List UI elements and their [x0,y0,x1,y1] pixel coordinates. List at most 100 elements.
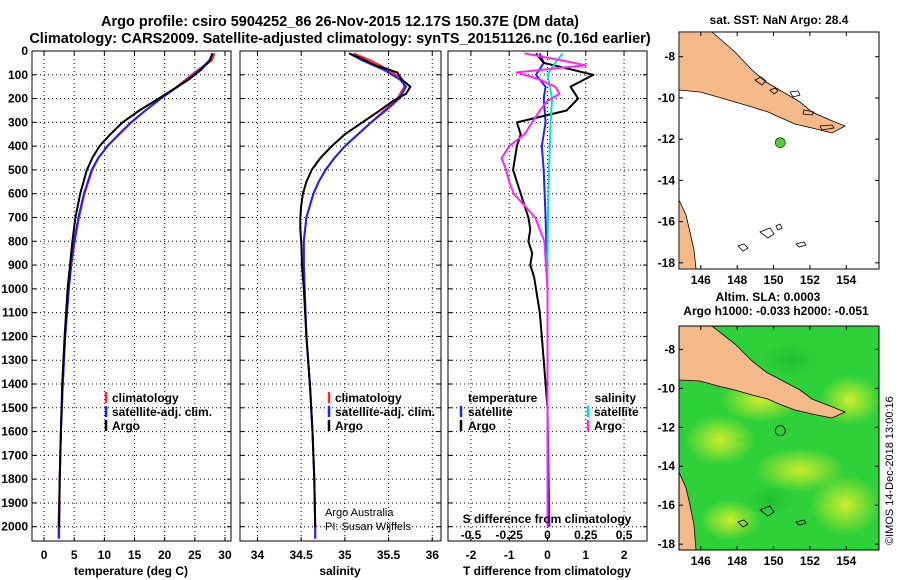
lon-tick-label: 154 [836,554,856,568]
depth-tick-label: 1000 [1,282,28,296]
legend-title-temperature: temperature [468,391,538,405]
lat-tick-label: -12 [658,132,676,146]
s-diff-tick-label: -0.25 [496,528,524,542]
lat-tick-label: -16 [658,215,676,229]
lat-tick-label: -10 [658,381,676,395]
x-tick-label: 36 [426,548,440,562]
lon-tick-label: 150 [764,554,784,568]
lat-tick-label: -14 [658,459,676,473]
lat-tick-label: -18 [658,537,676,551]
series-temperature-argo [512,52,595,527]
difference-legend: temperature satellite Argo salinity sate… [459,391,639,433]
depth-tick-label: 2000 [1,520,28,534]
s-diff-tick-label: 0.5 [616,528,633,542]
sla-map-ticks: -8 -10 -12 -14 -16 -18 146 148 150 152 154 [658,326,879,568]
temperature-legend: climatology satellite-adj. clim. Argo [104,391,212,433]
x-tick-label: 0 [41,548,48,562]
legend-label-s-satellite: satellite [594,405,639,419]
temperature-lines [57,52,216,539]
lat-tick-label: -8 [664,342,675,356]
s-diff-tick-label: 0 [544,528,551,542]
legend-label-argo: Argo [112,419,140,433]
depth-tick-label: 1600 [1,425,28,439]
depth-tick-label: 400 [8,139,28,153]
depth-axis-ticks: 0 100 200 300 400 500 600 700 800 900 1000 1100 1200… [1,44,647,534]
temperature-axis-label: temperature (deg C) [74,564,188,578]
credit-line-2: PI: Susan Wijffels [325,521,411,533]
lat-tick-label: -16 [658,498,676,512]
x-axis-ticks: 0 5 10 15 20 25 30 34 34.5 35 35.5 36 -2 -1 0 1 2 [41,51,628,562]
depth-tick-label: 700 [8,211,28,225]
depth-tick-label: 1900 [1,496,28,510]
lon-tick-label: 146 [691,554,711,568]
sla-low-anomaly [745,485,795,515]
x-tick-label: 30 [218,548,232,562]
legend-label-climatology: climatology [112,391,179,405]
imos-footer: ©IMOS 14-Dec-2018 13:00:16 [884,396,896,545]
lat-tick-label: -18 [658,256,676,270]
sst-map-land [679,32,846,269]
lon-tick-label: 150 [764,273,784,287]
x-tick-label: -2 [466,548,477,562]
lon-tick-label: 148 [727,554,747,568]
s-diff-tick-label: -0.5 [461,528,482,542]
depth-tick-label: 1200 [1,329,28,343]
australia-coast [679,471,697,550]
salinity-plot-area [239,50,442,542]
legend-label-climatology: climatology [335,391,402,405]
depth-tick-label: 1500 [1,401,28,415]
salinity-axis-label: salinity [319,564,361,578]
depth-tick-label: 200 [8,92,28,106]
depth-tick-label: 0 [21,44,28,58]
legend-label-t-satellite: satellite [468,405,513,419]
difference-lines [500,52,595,527]
sla-map-frame [678,325,880,551]
s-difference-ticks: -0.5 -0.25 0 0.25 0.5 [461,528,633,542]
t-difference-axis-label: T difference from climatology [463,564,631,578]
x-tick-label: 25 [188,548,202,562]
sla-map-field [679,326,879,550]
legend-label-satellite: satellite-adj. clim. [335,405,435,419]
lon-tick-label: 152 [800,554,820,568]
series-argo [58,53,214,527]
s-diff-tick-label: 0.25 [574,528,598,542]
legend-label-argo: Argo [335,419,363,433]
depth-tick-label: 600 [8,187,28,201]
sla-high-anomaly [700,500,760,540]
island-outlines [737,76,835,252]
sla-high-anomaly [685,415,755,465]
australia-coast [679,199,697,269]
figure-title-line1: Argo profile: csiro 5904252_86 26-Nov-20… [101,14,579,30]
x-tick-label: 2 [621,548,628,562]
x-tick-label: 5 [71,548,78,562]
lat-tick-label: -14 [658,173,676,187]
depth-tick-label: 300 [8,115,28,129]
x-tick-label: 34 [251,548,265,562]
sla-high-anomaly [810,475,879,535]
depth-tick-label: 1700 [1,448,28,462]
depth-grid [32,50,647,528]
depth-tick-label: 1800 [1,472,28,486]
sla-low-anomaly [760,342,820,378]
legend-label-s-argo: Argo [594,419,622,433]
depth-tick-label: 1300 [1,353,28,367]
lon-tick-label: 154 [836,273,856,287]
salinity-legend: climatology satellite-adj. clim. Argo [327,391,435,433]
depth-tick-label: 900 [8,258,28,272]
lat-tick-label: -10 [658,91,676,105]
x-tick-label: 1 [582,548,589,562]
legend-label-t-argo: Argo [468,419,496,433]
lon-tick-label: 152 [800,273,820,287]
argo-position-marker [774,137,786,148]
figure-title-line2: Climatology: CARS2009. Satellite-adjuste… [29,31,650,47]
legend-label-satellite: satellite-adj. clim. [112,405,212,419]
new-guinea-land [679,32,846,134]
s-difference-axis-label: S difference from climatology [463,512,632,526]
x-tick-label: 34.5 [289,548,313,562]
new-guinea-land [679,326,847,419]
x-tick-label: 20 [158,548,172,562]
legend-title-salinity: salinity [595,391,637,405]
sla-high-anomaly [755,448,845,492]
series-salinity-argo [500,52,587,527]
